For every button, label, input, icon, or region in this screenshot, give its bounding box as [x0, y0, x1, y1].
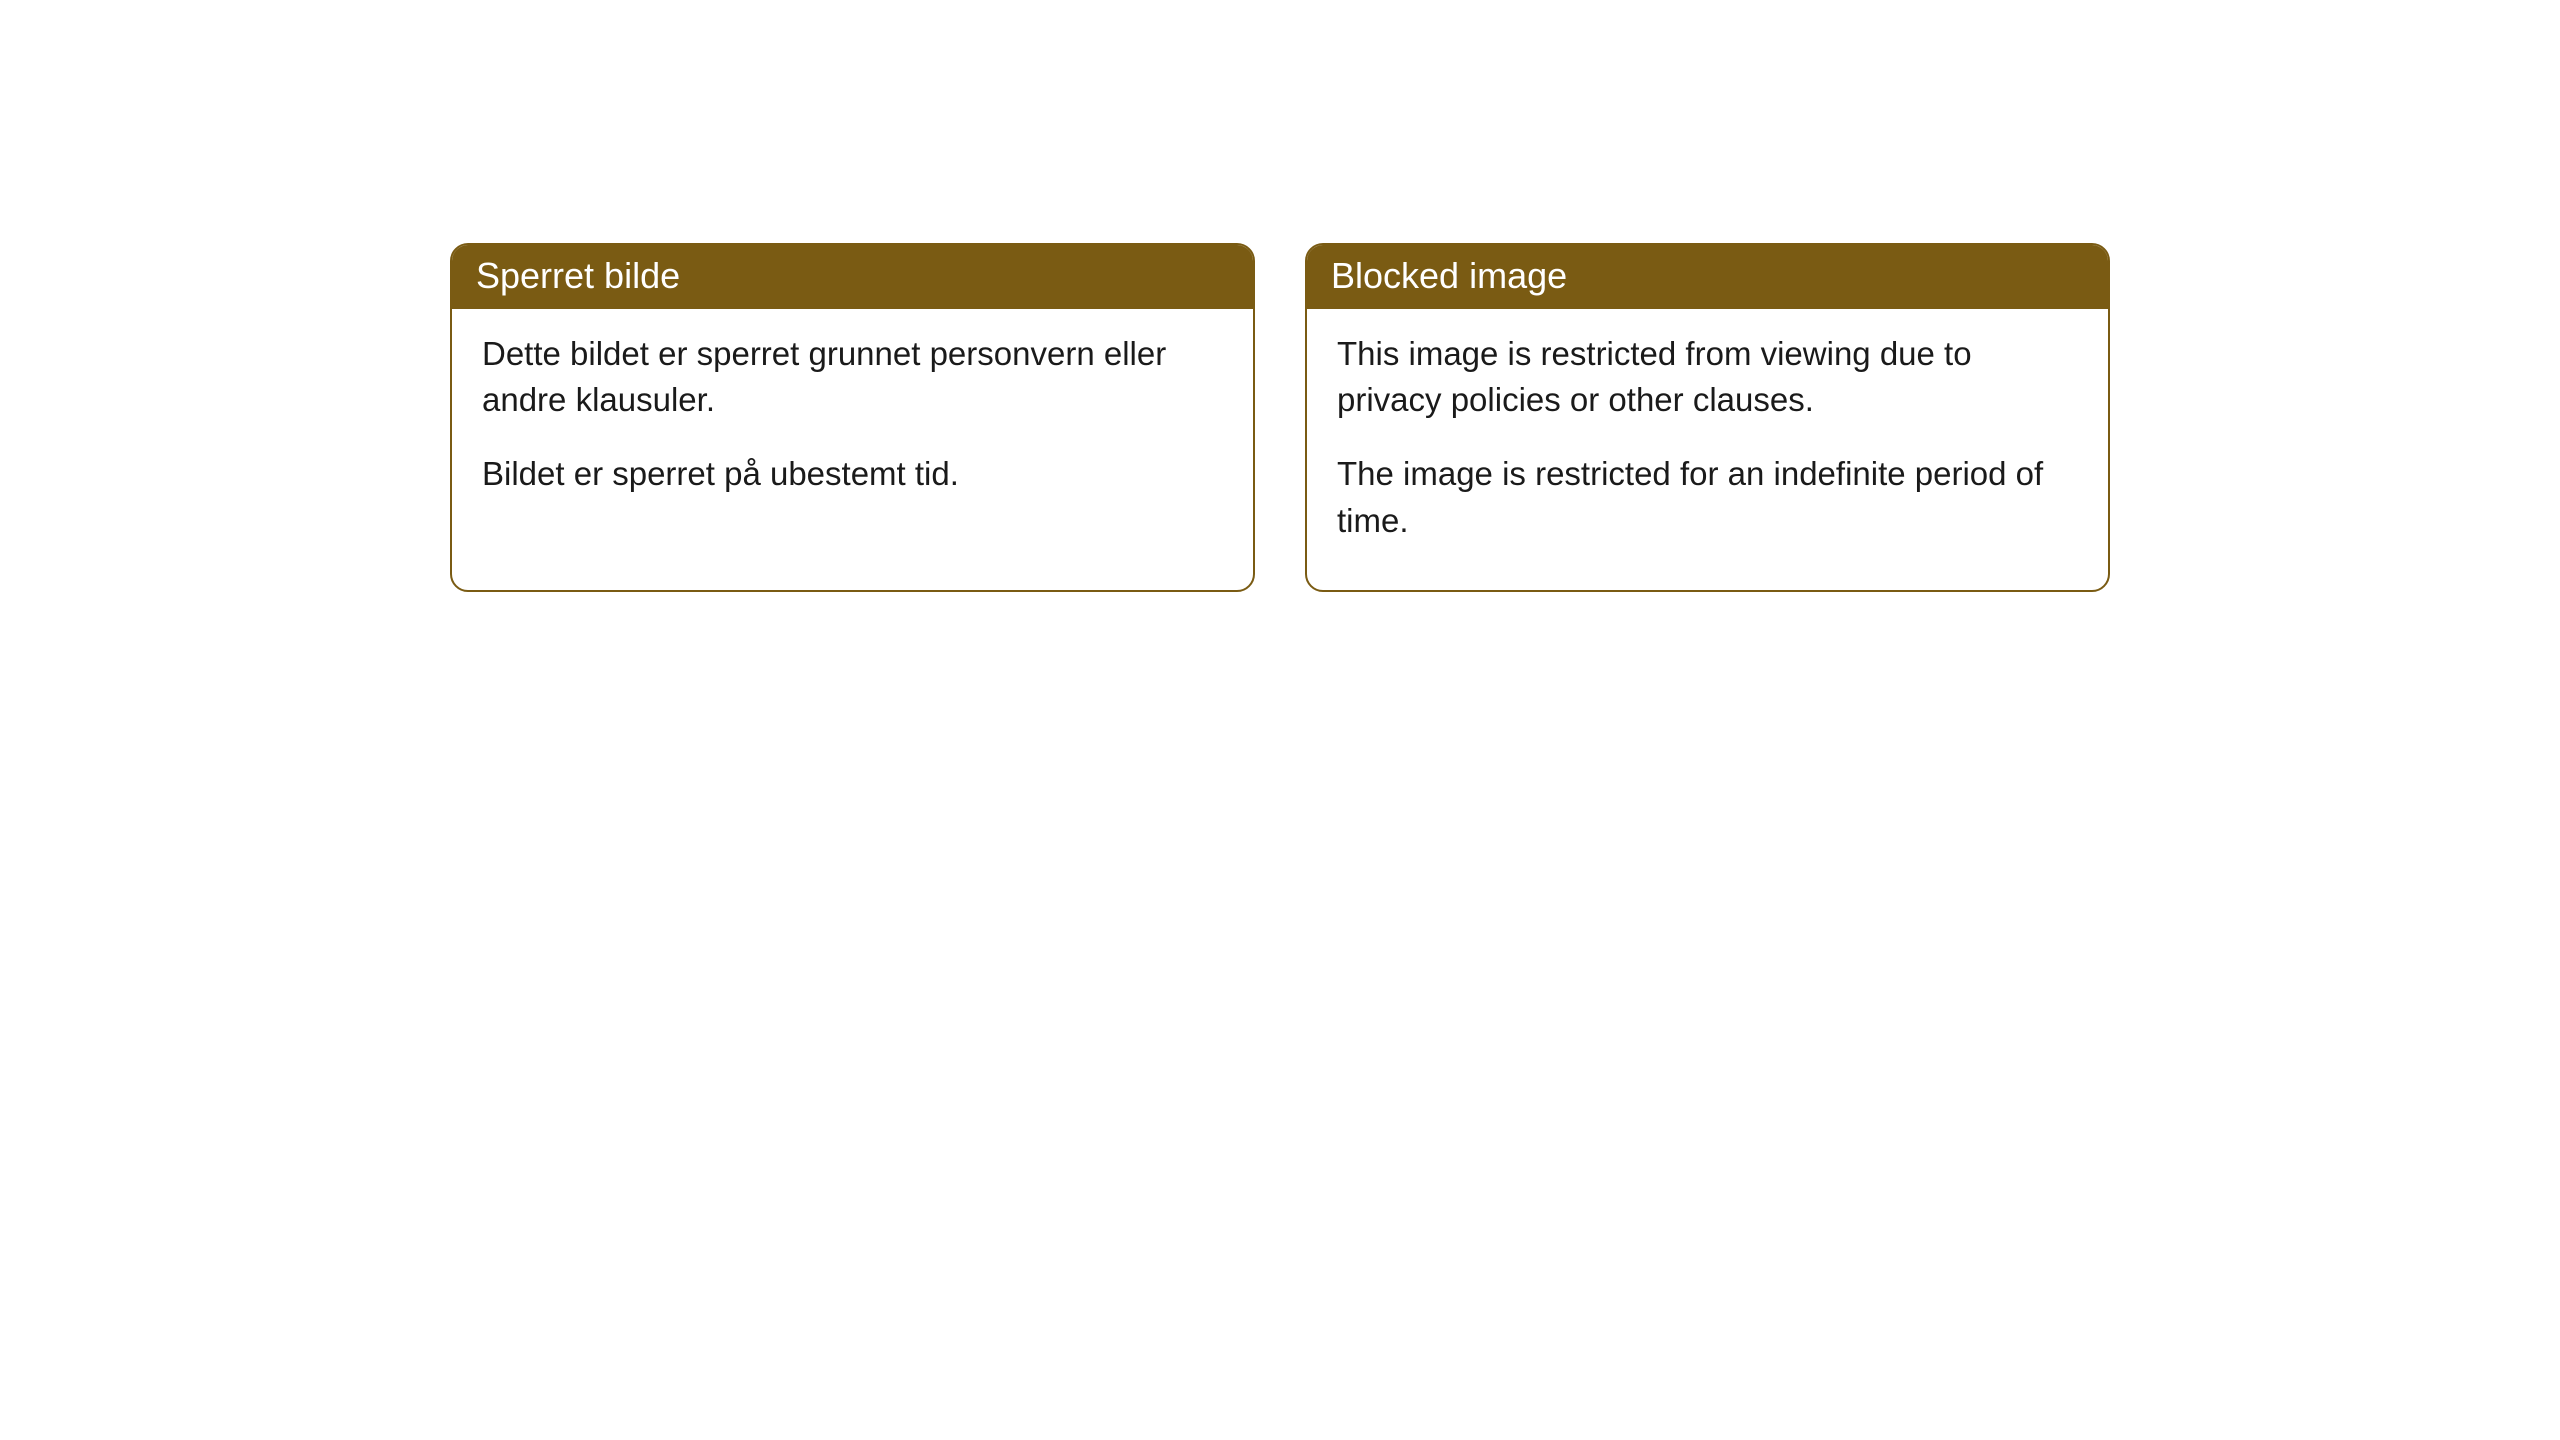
- card-paragraph: Bildet er sperret på ubestemt tid.: [482, 451, 1223, 497]
- card-body: Dette bildet er sperret grunnet personve…: [452, 309, 1253, 544]
- card-header: Sperret bilde: [452, 245, 1253, 309]
- card-paragraph: This image is restricted from viewing du…: [1337, 331, 2078, 423]
- card-header: Blocked image: [1307, 245, 2108, 309]
- card-paragraph: Dette bildet er sperret grunnet personve…: [482, 331, 1223, 423]
- card-body: This image is restricted from viewing du…: [1307, 309, 2108, 590]
- blocked-image-card-english: Blocked image This image is restricted f…: [1305, 243, 2110, 592]
- card-paragraph: The image is restricted for an indefinit…: [1337, 451, 2078, 543]
- card-title: Blocked image: [1331, 255, 1567, 296]
- blocked-image-card-norwegian: Sperret bilde Dette bildet er sperret gr…: [450, 243, 1255, 592]
- card-title: Sperret bilde: [476, 255, 680, 296]
- notice-cards-container: Sperret bilde Dette bildet er sperret gr…: [450, 243, 2110, 592]
